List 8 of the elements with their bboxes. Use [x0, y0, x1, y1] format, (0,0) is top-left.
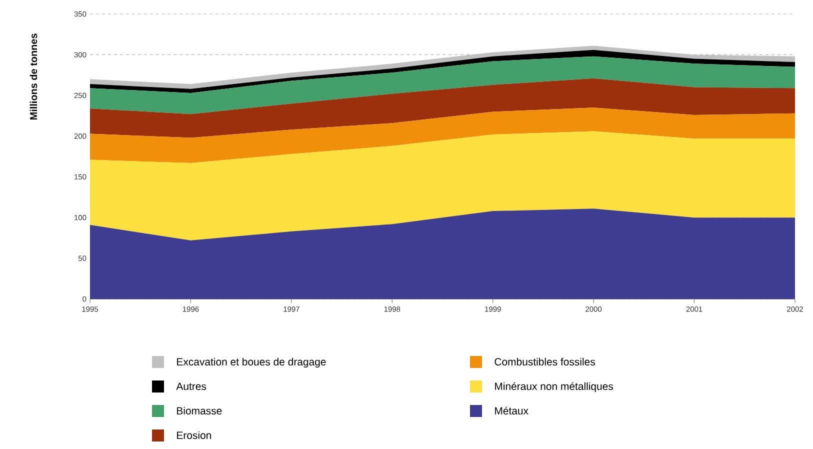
legend-label: Biomasse — [177, 406, 222, 415]
legend-label: Métaux — [495, 406, 528, 415]
legend-label: Autres — [176, 382, 206, 390]
legend-label: Combustibles fossiles — [494, 358, 595, 366]
legend-label: Minéraux non métalliques — [495, 382, 613, 392]
legend-label: Erosion — [177, 431, 211, 440]
y-axis-title: Millions de tonnes — [30, 34, 38, 120]
legend-label: Excavation et boues de dragage — [177, 358, 326, 368]
